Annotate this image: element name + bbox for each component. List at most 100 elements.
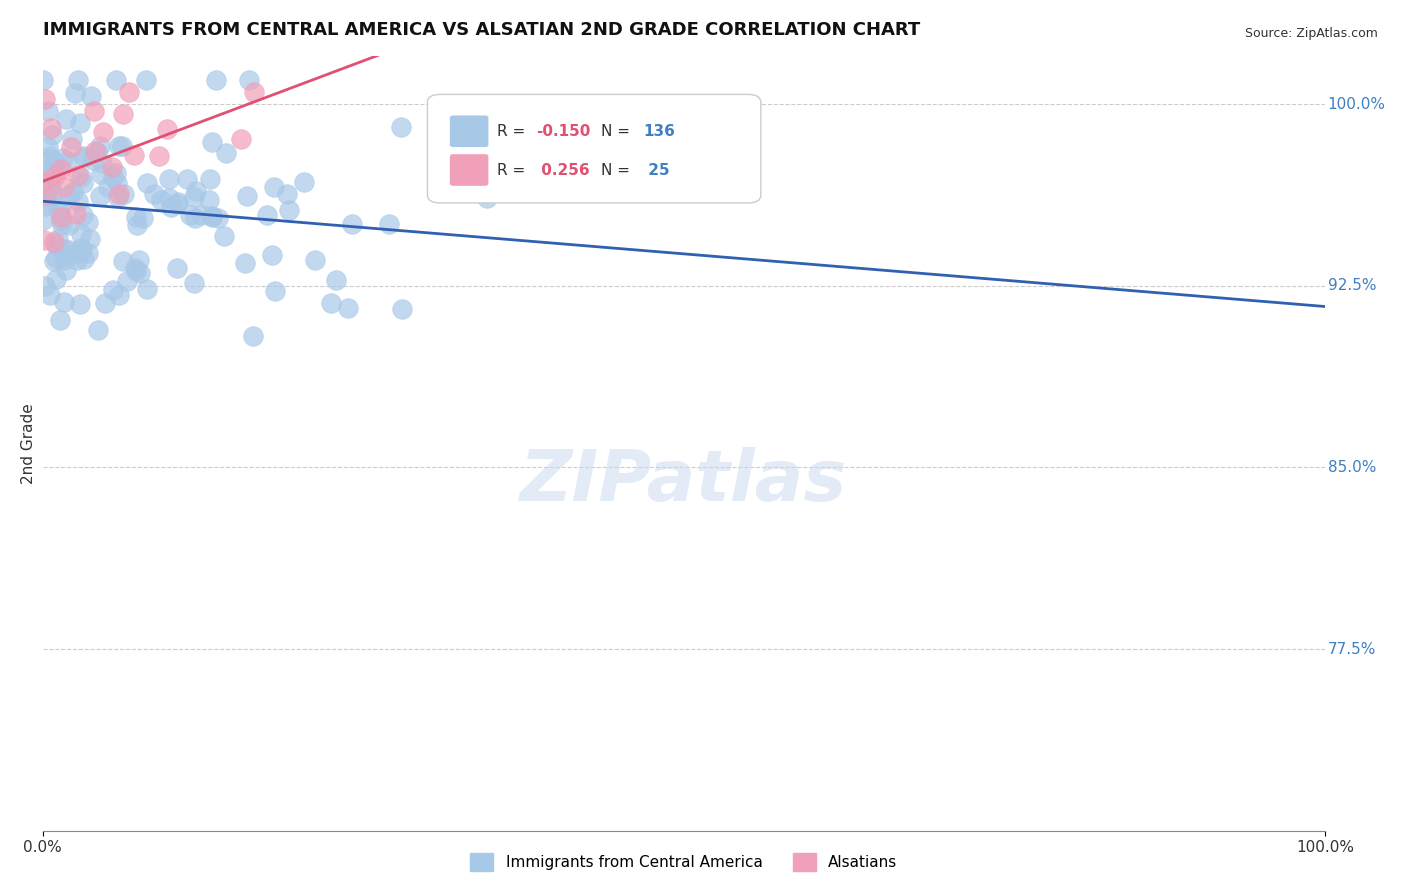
Point — [67, 73, 90, 87]
Point — [207, 211, 229, 226]
Text: 85.0%: 85.0% — [1327, 460, 1376, 475]
Point — [125, 264, 148, 278]
Point — [32, 234, 55, 248]
Point — [51, 218, 73, 232]
Point — [39, 181, 62, 195]
Point — [198, 193, 221, 207]
Point — [135, 282, 157, 296]
Point — [166, 194, 188, 209]
Point — [70, 244, 93, 258]
Point — [86, 145, 108, 159]
Point — [83, 144, 105, 158]
Point — [101, 160, 124, 174]
Point — [166, 261, 188, 276]
Point — [377, 217, 399, 231]
Point — [67, 194, 90, 209]
Point — [117, 85, 139, 99]
Text: ZIPatlas: ZIPatlas — [520, 448, 848, 516]
Point — [39, 169, 62, 183]
Text: N =: N = — [600, 163, 634, 178]
Point — [34, 279, 56, 293]
Point — [58, 219, 80, 233]
Point — [34, 92, 56, 106]
Point — [236, 188, 259, 202]
Text: R =: R = — [496, 124, 530, 139]
Point — [157, 171, 180, 186]
Point — [107, 190, 129, 204]
Point — [319, 296, 342, 310]
Point — [38, 149, 60, 163]
Point — [44, 157, 66, 171]
Y-axis label: 2nd Grade: 2nd Grade — [21, 403, 35, 483]
Point — [112, 253, 135, 268]
Legend: Immigrants from Central America, Alsatians: Immigrants from Central America, Alsatia… — [464, 847, 904, 878]
Point — [150, 193, 173, 207]
Point — [62, 185, 84, 199]
Point — [205, 73, 228, 87]
Point — [45, 251, 67, 265]
Point — [190, 208, 212, 222]
Point — [82, 153, 104, 167]
Point — [44, 169, 66, 183]
Point — [77, 246, 100, 260]
Text: 100.0%: 100.0% — [1327, 96, 1385, 112]
Point — [122, 147, 145, 161]
Point — [278, 203, 301, 218]
Point — [93, 125, 115, 139]
Point — [52, 152, 75, 166]
Point — [111, 139, 134, 153]
Point — [477, 191, 499, 205]
Point — [233, 256, 256, 270]
Point — [94, 295, 117, 310]
Point — [53, 248, 76, 262]
Point — [35, 188, 58, 202]
Point — [52, 242, 75, 256]
Point — [391, 302, 413, 317]
Point — [231, 132, 253, 146]
Point — [83, 104, 105, 119]
Point — [73, 252, 96, 266]
Point — [49, 200, 72, 214]
Text: Source: ZipAtlas.com: Source: ZipAtlas.com — [1244, 27, 1378, 40]
Point — [45, 272, 67, 286]
Point — [201, 135, 224, 149]
Text: R =: R = — [496, 163, 530, 178]
Text: 136: 136 — [643, 124, 675, 139]
Point — [56, 154, 79, 169]
Point — [117, 273, 139, 287]
Point — [41, 128, 63, 143]
Point — [184, 184, 207, 198]
Point — [135, 176, 157, 190]
Point — [59, 139, 82, 153]
Point — [70, 227, 93, 242]
Point — [39, 152, 62, 166]
Point — [65, 87, 87, 101]
Point — [42, 235, 65, 250]
Point — [264, 284, 287, 298]
Point — [66, 169, 89, 183]
Point — [183, 276, 205, 290]
Point — [105, 166, 128, 180]
Point — [157, 191, 180, 205]
Point — [101, 283, 124, 297]
Point — [49, 212, 72, 227]
Point — [176, 172, 198, 186]
Point — [35, 166, 58, 180]
Point — [112, 187, 135, 202]
Point — [69, 116, 91, 130]
Point — [201, 210, 224, 224]
Point — [32, 73, 55, 87]
Point — [135, 73, 157, 87]
Point — [52, 179, 75, 194]
Point — [46, 232, 69, 246]
Point — [160, 200, 183, 214]
Point — [38, 194, 60, 208]
Point — [112, 107, 135, 121]
Point — [70, 169, 93, 184]
Point — [89, 139, 111, 153]
Point — [69, 296, 91, 310]
Point — [66, 246, 89, 260]
Point — [65, 207, 87, 221]
Text: 25: 25 — [643, 163, 669, 178]
FancyBboxPatch shape — [427, 95, 761, 202]
